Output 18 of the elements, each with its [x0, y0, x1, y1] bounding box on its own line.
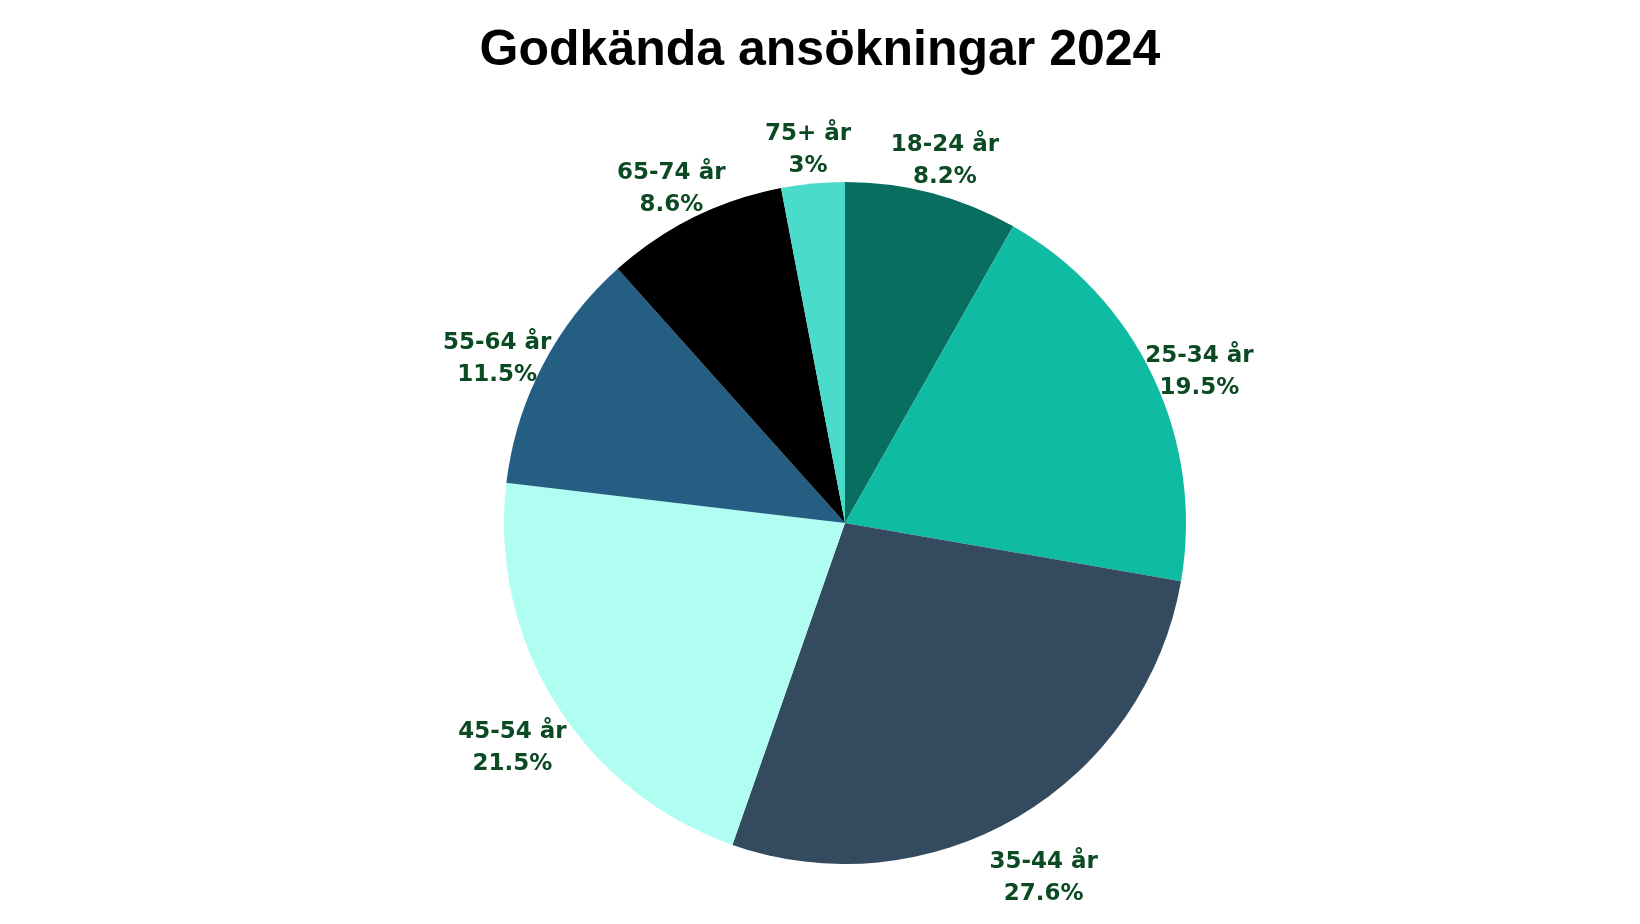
- chart-title: Godkända ansökningar 2024: [479, 20, 1161, 76]
- slice-label: 35-44 år: [989, 846, 1099, 873]
- slice-label: 45-54 år: [458, 716, 568, 743]
- pie-slice: [617, 188, 845, 523]
- data-label: 8.2%: [913, 161, 977, 188]
- slice-label: 25-34 år: [1145, 341, 1255, 368]
- slice-label: 55-64 år: [443, 328, 553, 355]
- slice-label: 75+ år: [764, 118, 852, 145]
- slice-label: 18-24 år: [890, 129, 1000, 156]
- data-label: 3%: [788, 150, 828, 177]
- data-label: 11.5%: [457, 360, 538, 387]
- data-label: 27.6%: [1003, 878, 1084, 905]
- data-label: 19.5%: [1159, 373, 1240, 400]
- data-label: 8.6%: [639, 189, 704, 216]
- pie-slice: [845, 182, 1014, 523]
- pie-slice: [781, 182, 845, 523]
- data-label: 21.5%: [472, 748, 553, 775]
- slice-label: 65-74 år: [617, 157, 727, 184]
